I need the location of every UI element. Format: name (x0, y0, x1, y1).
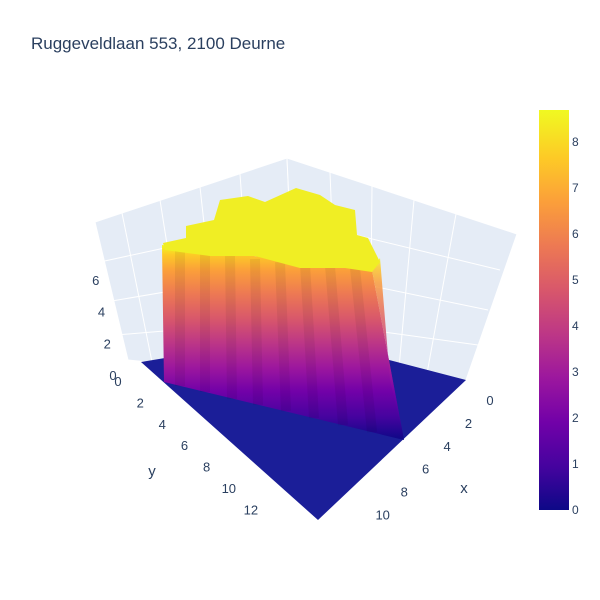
z-tick-label: 6 (92, 273, 99, 288)
x-tick-label: 4 (443, 439, 450, 454)
x-tick-label: 2 (465, 416, 472, 431)
colorbar-ticks: 0 1 2 3 4 5 6 7 8 (572, 135, 579, 517)
z-tick-label: 2 (104, 336, 111, 351)
y-tick-label: 12 (244, 502, 258, 517)
colorbar-tick-label: 4 (572, 319, 579, 333)
wall-ripples (175, 250, 377, 433)
z-axis-ticks: 0 2 4 6 (92, 273, 116, 383)
y-tick-label: 0 (114, 374, 121, 389)
x-axis-label: x (460, 480, 468, 497)
y-tick-label: 6 (181, 438, 188, 453)
y-tick-label: 4 (159, 417, 166, 432)
colorbar-tick-label: 0 (572, 503, 579, 517)
block-top (163, 188, 380, 272)
colorbar (539, 110, 569, 510)
x-tick-label: 0 (486, 393, 493, 408)
z-tick-label: 4 (98, 305, 105, 320)
colorbar-tick-label: 8 (572, 135, 579, 149)
x-tick-label: 6 (422, 462, 429, 477)
x-tick-label: 10 (375, 508, 389, 523)
z-tick-label: 0 (109, 368, 116, 383)
block-front-wall (162, 245, 404, 440)
y-tick-label: 10 (222, 481, 236, 496)
colorbar-tick-label: 5 (572, 273, 579, 287)
y-axis-label: y (148, 463, 156, 480)
surface-block (162, 188, 404, 440)
y-tick-label: 8 (203, 460, 210, 475)
x-tick-label: 8 (401, 485, 408, 500)
colorbar-tick-label: 2 (572, 411, 579, 425)
colorbar-tick-label: 6 (572, 227, 579, 241)
chart-title: Ruggeveldlaan 553, 2100 Deurne (31, 34, 286, 53)
colorbar-tick-label: 3 (572, 365, 579, 379)
block-right-wall (372, 258, 404, 440)
colorbar-tick-label: 7 (572, 181, 579, 195)
y-tick-label: 2 (137, 395, 144, 410)
colorbar-tick-label: 1 (572, 457, 579, 471)
